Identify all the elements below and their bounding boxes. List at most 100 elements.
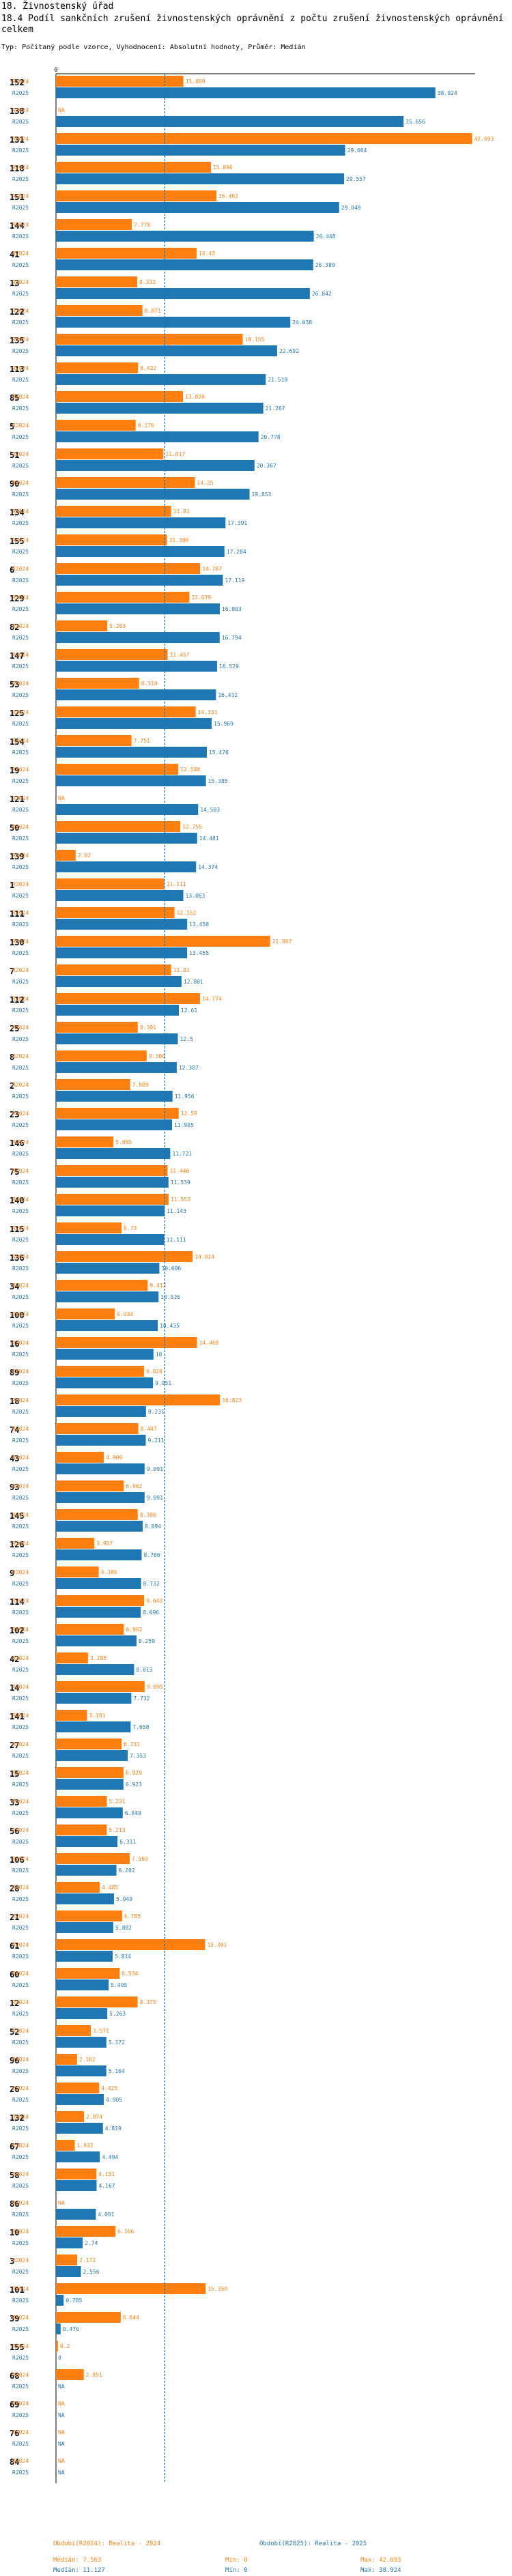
bar-2025	[56, 1779, 124, 1790]
bar-2024	[56, 1308, 115, 1319]
value-label-2025: 5.164	[109, 2068, 125, 2074]
category-label: 42	[10, 1655, 19, 1664]
value-label-2024: 2.02	[78, 853, 91, 859]
value-label-2024: 6.106	[117, 2229, 134, 2235]
value-label-2024: 8.386	[140, 1512, 156, 1518]
value-label-2025: 12.387	[179, 1065, 199, 1071]
bar-2025	[56, 1865, 117, 1876]
value-label-2025: 15.969	[214, 721, 233, 727]
period-label-2024: R2024	[12, 2458, 29, 2464]
legend-2024-min: Min: 0	[225, 2557, 248, 2564]
category-label: 2	[10, 1081, 14, 1091]
bar-2025	[56, 546, 225, 557]
period-label-2024: R2024	[12, 451, 29, 457]
bar-2025	[56, 1951, 113, 1962]
value-label-2025: 22.692	[279, 348, 299, 354]
bar-2024	[56, 2140, 75, 2151]
period-label-2024: R2024	[12, 2200, 29, 2206]
value-label-2024: 6.929	[126, 1770, 142, 1776]
bar-2025	[56, 890, 184, 901]
period-label-2024: R2024	[12, 480, 29, 486]
bar-2025	[56, 1807, 123, 1818]
category-label: 144	[10, 221, 25, 231]
value-label-2025: 8.259	[139, 1638, 155, 1644]
category-label: 138	[10, 106, 25, 116]
period-label-2025: R2025	[12, 176, 29, 182]
period-label-2024: R2024	[12, 1627, 29, 1633]
bar-2024	[56, 391, 183, 402]
category-label: 89	[10, 1368, 19, 1377]
bar-2025	[56, 2209, 96, 2220]
category-label: 19	[10, 766, 19, 775]
period-label-2024: R2024	[12, 537, 29, 543]
period-label-2024: R2024	[12, 1655, 29, 1661]
bar-2025	[56, 460, 255, 471]
period-label-2024: R2024	[12, 1254, 29, 1260]
value-label-2024: 16.823	[222, 1397, 242, 1403]
period-label-2024: R2024	[12, 1025, 29, 1031]
value-label-2025: 21.267	[266, 405, 285, 412]
value-label-2024: 6.731	[124, 1741, 140, 1747]
category-label: 139	[10, 852, 25, 861]
bar-2024	[56, 1337, 197, 1348]
bar-2025	[56, 1005, 180, 1016]
value-label-2025: 8.732	[143, 1581, 160, 1587]
category-label: 61	[10, 1941, 19, 1951]
category-label: 102	[10, 1626, 25, 1635]
bar-2024	[56, 821, 181, 832]
value-label-2025: 9.091	[147, 1466, 163, 1472]
bar-2024	[56, 1652, 88, 1663]
value-label-2024: 4.485	[102, 1885, 118, 1891]
value-label-2024: 2.874	[86, 2114, 102, 2120]
period-label-2024: R2024	[12, 1082, 29, 1088]
period-label-2024: R2024	[12, 1168, 29, 1174]
period-label-2025: R2025	[12, 1810, 29, 1816]
bar-2025	[56, 1148, 171, 1159]
period-label-2025: R2025	[12, 405, 29, 412]
value-label-2025: 0.785	[66, 2298, 82, 2304]
bar-2025	[56, 2266, 81, 2277]
bar-2025	[56, 2123, 103, 2134]
period-label-2025: R2025	[12, 1781, 29, 1788]
category-label: 129	[10, 594, 25, 603]
bar-2024	[56, 477, 195, 488]
bar-2024	[56, 1394, 221, 1405]
category-label: 151	[10, 192, 25, 202]
category-label: 60	[10, 1970, 19, 1979]
value-label-2024: 8.519	[141, 681, 158, 687]
category-label: 76	[10, 2429, 19, 2438]
bar-2025	[56, 1205, 165, 1216]
bar-2024	[56, 2312, 121, 2323]
period-label-2024: R2024	[12, 566, 29, 572]
value-label-2024: 7.778	[134, 222, 150, 228]
value-label-2025: 9.211	[148, 1437, 165, 1444]
bar-2024	[56, 162, 211, 173]
category-label: 43	[10, 1454, 19, 1463]
value-label-2025: 11.721	[172, 1151, 192, 1157]
period-label-2024: R2024	[12, 2229, 29, 2235]
period-label-2024: R2024	[12, 681, 29, 687]
bar-2024	[56, 1767, 124, 1778]
value-label-2024: 5.221	[109, 1799, 126, 1805]
value-label-2025: 5.882	[115, 1925, 132, 1931]
legend-2024-median: Medián: 7.563	[53, 2557, 102, 2564]
bar-2025	[56, 1492, 145, 1503]
category-label: 18	[10, 1397, 19, 1406]
bar-2025	[56, 259, 313, 270]
period-label-2025: R2025	[12, 606, 29, 612]
bar-2024	[56, 1280, 148, 1291]
value-label-2024: 11.457	[170, 652, 190, 658]
value-label-2024: 12.755	[182, 824, 202, 830]
period-label-2025: R2025	[12, 1867, 29, 1874]
period-label-2024: R2024	[12, 738, 29, 744]
bar-2024	[56, 2255, 78, 2265]
period-label-2025: R2025	[12, 377, 29, 383]
value-label-2024: 5.263	[109, 623, 126, 629]
value-label-2025: 8.696	[143, 1609, 159, 1616]
period-label-2024: R2024	[12, 2401, 29, 2407]
period-label-2025: R2025	[12, 577, 29, 584]
value-label-2024: 11.81	[173, 967, 190, 973]
bar-2025	[56, 2065, 106, 2076]
bar-2025	[56, 2323, 61, 2334]
period-label-2024: R2024	[12, 1283, 29, 1289]
